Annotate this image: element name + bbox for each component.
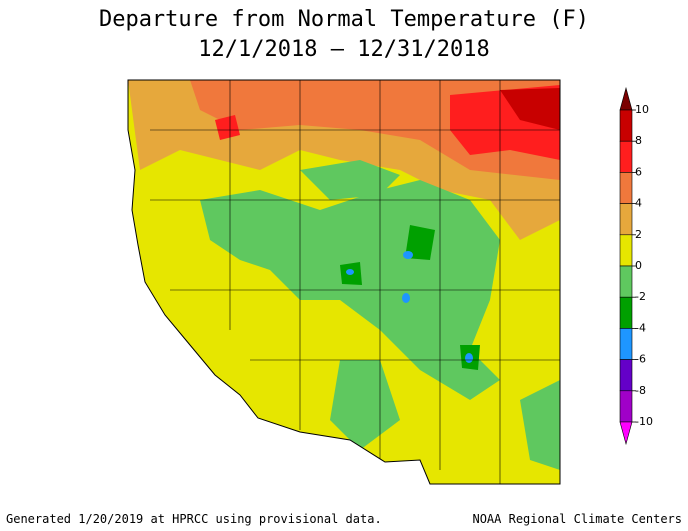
temperature-map xyxy=(128,80,560,484)
footer-right: NOAA Regional Climate Centers xyxy=(472,512,682,526)
colorbar-segment xyxy=(619,359,633,392)
footer-left: Generated 1/20/2019 at HPRCC using provi… xyxy=(6,512,382,526)
colorbar-segment xyxy=(619,296,633,329)
colorbar-segment xyxy=(619,234,633,267)
colorbar-tick-label: 6 xyxy=(635,165,642,178)
colorbar-tick-label: 2 xyxy=(635,228,642,241)
colorbar-segment xyxy=(619,172,633,204)
colorbar-segment xyxy=(619,265,633,298)
colorbar-tick-label: 10 xyxy=(635,103,649,116)
map-outline xyxy=(127,79,561,485)
colorbar-tick-label: -8 xyxy=(635,384,646,397)
colorbar-segment xyxy=(619,328,633,360)
colorbar-tick-label: -2 xyxy=(635,290,646,303)
colorbar-tick-label: 0 xyxy=(635,259,642,272)
colorbar: 10 8 6 4 2 0 -2 -4 -6 -8 -10 xyxy=(619,86,653,446)
title-line-2: 12/1/2018 – 12/31/2018 xyxy=(198,37,489,62)
colorbar-tick-label: 4 xyxy=(635,197,642,210)
colorbar-tick-label: -6 xyxy=(635,353,646,366)
colorbar-segment xyxy=(619,140,633,173)
colorbar-segment xyxy=(619,203,633,236)
colorbar-tick-label: 8 xyxy=(635,134,642,147)
colorbar-segment xyxy=(619,109,633,142)
title-line-1: Departure from Normal Temperature (F) xyxy=(99,7,589,32)
colorbar-tick-label: -10 xyxy=(635,415,653,428)
colorbar-segment xyxy=(619,390,633,423)
colorbar-arrow-bottom xyxy=(619,421,633,446)
colorbar-arrow-top xyxy=(619,86,633,111)
colorbar-tick-label: -4 xyxy=(635,321,646,334)
